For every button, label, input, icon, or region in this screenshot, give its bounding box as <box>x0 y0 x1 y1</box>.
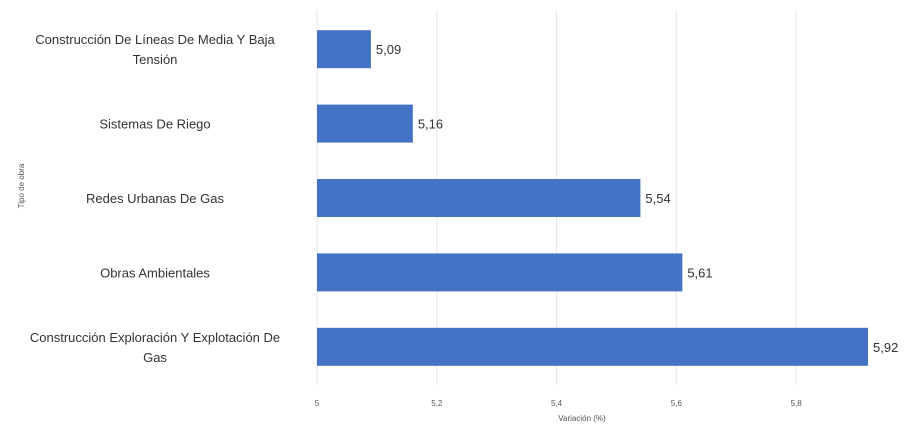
bar <box>317 30 371 69</box>
data-label: 5,16 <box>418 117 443 132</box>
category-labels: Construcción De Líneas De Media Y Baja Te… <box>30 32 280 365</box>
y-axis-title: Tipo de obra <box>17 163 26 208</box>
category-label: Obras Ambientales <box>100 265 210 280</box>
bar <box>317 253 683 292</box>
data-label: 5,54 <box>645 191 670 206</box>
data-label: 5,09 <box>376 42 401 57</box>
x-tick-labels: 5 5,2 5,4 5,6 5,8 <box>315 399 802 408</box>
x-tick-label: 5,8 <box>791 399 803 408</box>
data-label: 5,92 <box>873 340 898 355</box>
category-label: Sistemas De Riego <box>99 117 210 132</box>
x-tick-label: 5,2 <box>431 399 443 408</box>
bar <box>317 327 868 366</box>
category-label: Redes Urbanas De Gas <box>86 191 225 206</box>
category-label: Construcción Exploración Y Explotación D… <box>30 330 280 365</box>
data-label: 5,61 <box>687 265 712 280</box>
bar <box>317 179 641 217</box>
bar <box>317 104 413 143</box>
x-tick-label: 5 <box>315 399 320 408</box>
x-axis-title: Variación (%) <box>558 414 606 423</box>
data-labels: 5,09 5,16 5,54 5,61 5,92 <box>376 42 898 355</box>
x-tick-label: 5,6 <box>671 399 683 408</box>
bars <box>317 30 868 366</box>
x-tick-label: 5,4 <box>551 399 563 408</box>
category-label: Construcción De Líneas De Media Y Baja Te… <box>35 32 275 67</box>
